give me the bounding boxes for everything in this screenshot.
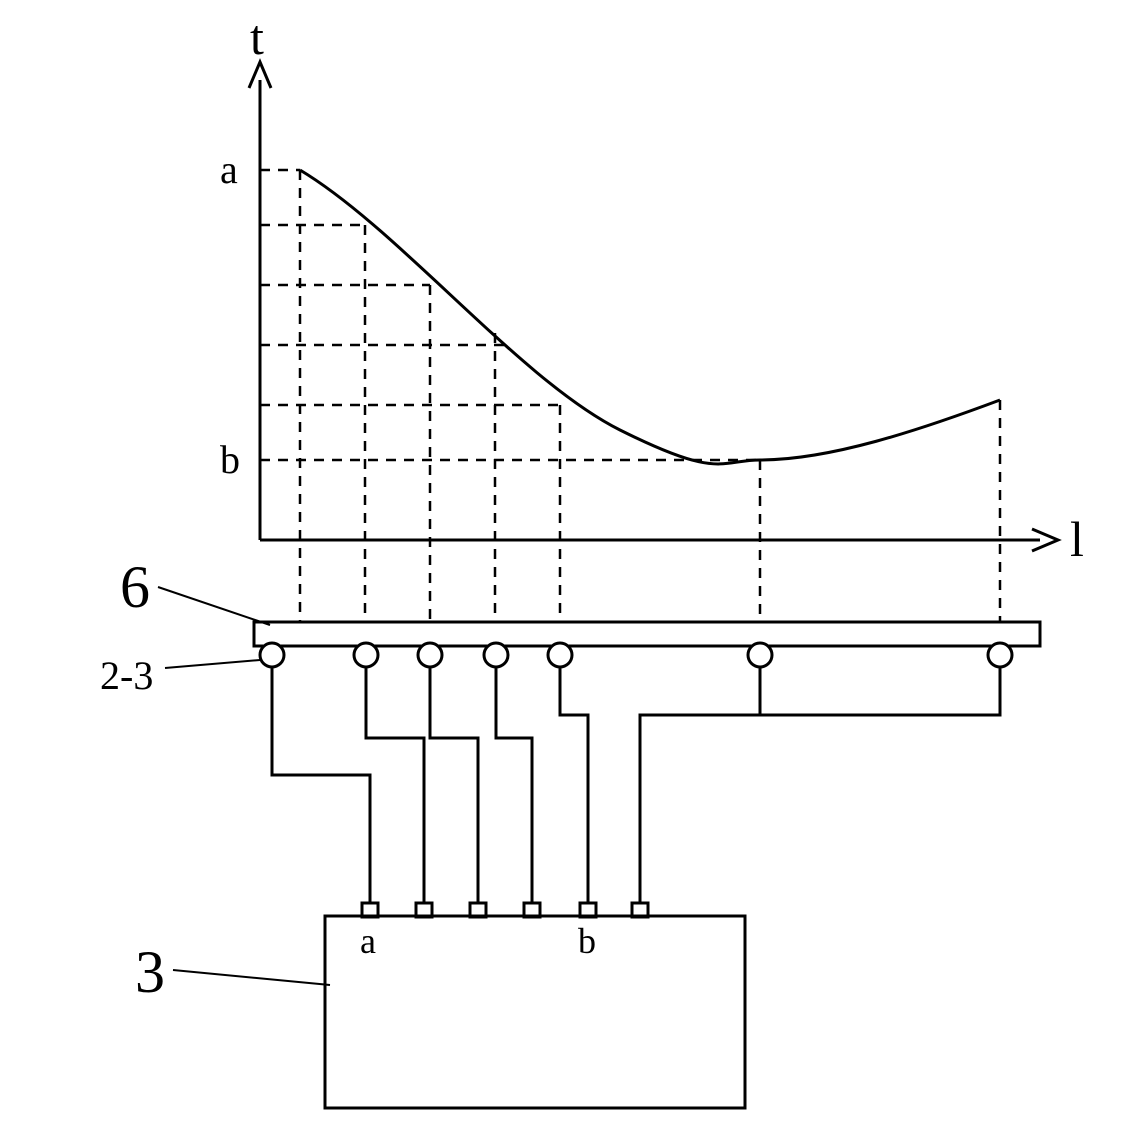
y-tick-b: b bbox=[220, 436, 240, 483]
y-tick-a: a bbox=[220, 146, 238, 193]
terminal-b-label: b bbox=[578, 920, 596, 962]
callout-6-label: 6 bbox=[120, 553, 150, 622]
x-axis-label: l bbox=[1070, 510, 1084, 568]
y-axis-label: t bbox=[250, 8, 264, 66]
diagram-svg bbox=[0, 0, 1141, 1127]
callout-3-label: 3 bbox=[135, 938, 165, 1007]
diagram-container bbox=[0, 0, 1141, 1127]
callout-2-3-label: 2-3 bbox=[100, 652, 153, 699]
terminal-a-label: a bbox=[360, 920, 376, 962]
